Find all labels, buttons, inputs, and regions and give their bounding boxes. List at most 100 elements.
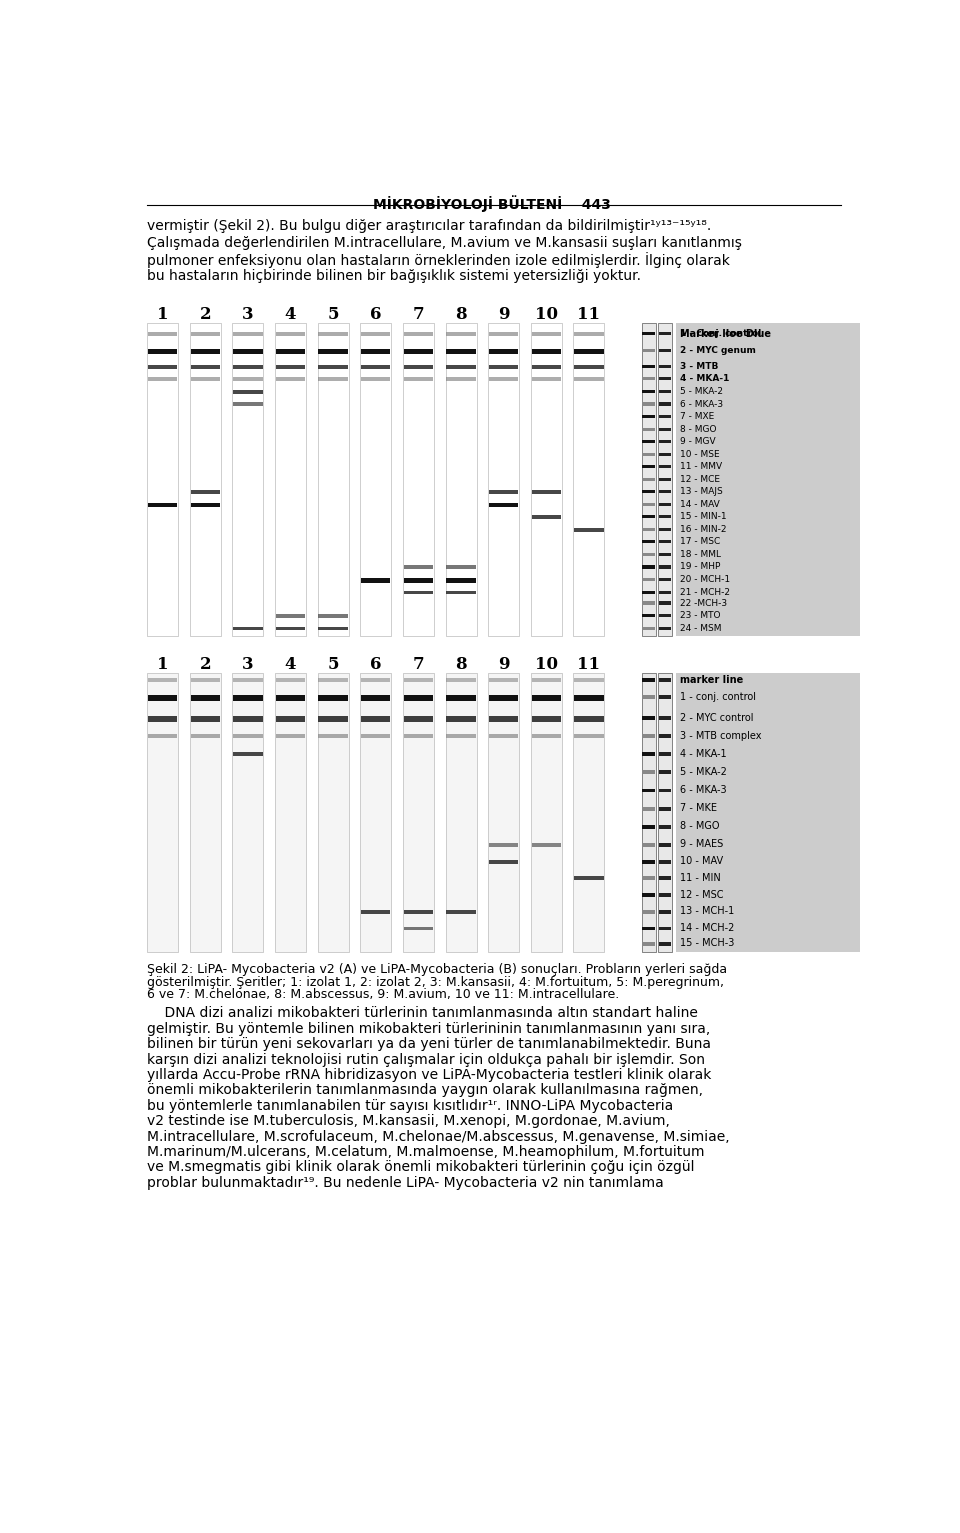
- Bar: [190, 350, 220, 354]
- Bar: [190, 694, 220, 701]
- Text: 21 - MCH-2: 21 - MCH-2: [681, 587, 731, 596]
- Bar: [489, 350, 518, 354]
- Bar: [190, 322, 221, 636]
- Bar: [446, 679, 476, 682]
- Text: 2: 2: [200, 305, 211, 322]
- Bar: [488, 322, 519, 636]
- Bar: [489, 860, 518, 863]
- Bar: [276, 716, 305, 722]
- Bar: [642, 333, 655, 336]
- Bar: [532, 843, 561, 846]
- Bar: [659, 350, 671, 353]
- Bar: [275, 322, 306, 636]
- Bar: [574, 527, 604, 532]
- Bar: [532, 377, 561, 382]
- Text: Şekil 2: LiPA- Mycobacteria v2 (A) ve LiPA-Mycobacteria (B) sonuçları. Probların: Şekil 2: LiPA- Mycobacteria v2 (A) ve Li…: [147, 963, 728, 977]
- Bar: [403, 590, 433, 595]
- Bar: [642, 860, 655, 863]
- Bar: [489, 365, 518, 369]
- Text: 2: 2: [200, 656, 211, 673]
- Bar: [233, 333, 263, 336]
- Bar: [446, 911, 476, 914]
- Bar: [148, 377, 178, 382]
- Text: bu yöntemlerle tanımlanabilen tür sayısı kısıtlıdır¹ʳ. INNO-LiPA Mycobacteria: bu yöntemlerle tanımlanabilen tür sayısı…: [147, 1099, 673, 1113]
- Text: 7: 7: [413, 656, 424, 673]
- Bar: [276, 734, 305, 737]
- Text: 10 - MAV: 10 - MAV: [681, 857, 724, 866]
- Bar: [574, 333, 604, 336]
- Text: 10 - MSE: 10 - MSE: [681, 449, 720, 458]
- Bar: [659, 716, 671, 721]
- Bar: [361, 377, 391, 382]
- Bar: [574, 350, 604, 354]
- Text: 15 - MIN-1: 15 - MIN-1: [681, 512, 727, 521]
- Bar: [659, 515, 671, 518]
- Bar: [233, 753, 263, 756]
- Bar: [147, 673, 179, 952]
- Bar: [642, 806, 655, 811]
- Text: 5 - MKA-2: 5 - MKA-2: [681, 766, 728, 777]
- Bar: [276, 615, 305, 618]
- Text: vermiştir (Şekil 2). Bu bulgu diğer araştırıcılar tarafından da bildirilmiştir¹ʸ: vermiştir (Şekil 2). Bu bulgu diğer araş…: [147, 219, 711, 233]
- Bar: [659, 578, 671, 581]
- Bar: [642, 694, 655, 699]
- Bar: [642, 627, 655, 630]
- Bar: [642, 578, 655, 581]
- Text: 20 - MCH-1: 20 - MCH-1: [681, 575, 731, 584]
- Bar: [489, 734, 518, 737]
- Bar: [361, 365, 391, 369]
- Bar: [642, 716, 655, 721]
- Bar: [233, 734, 263, 737]
- Text: 3: 3: [242, 305, 253, 322]
- Bar: [148, 716, 178, 722]
- Bar: [319, 734, 348, 737]
- Bar: [659, 843, 671, 846]
- Text: Marker IIoe DIue: Marker IIoe DIue: [681, 328, 771, 339]
- Bar: [147, 322, 179, 636]
- Bar: [403, 377, 433, 382]
- Bar: [642, 365, 655, 368]
- Bar: [659, 734, 671, 737]
- Bar: [574, 694, 604, 701]
- Bar: [532, 515, 561, 520]
- Bar: [361, 350, 391, 354]
- Bar: [574, 716, 604, 722]
- Bar: [148, 333, 178, 336]
- Bar: [642, 464, 655, 468]
- Bar: [642, 753, 655, 756]
- Bar: [319, 716, 348, 722]
- Bar: [642, 440, 655, 443]
- Bar: [190, 734, 220, 737]
- Text: 8 - MGO: 8 - MGO: [681, 822, 720, 831]
- Bar: [641, 322, 656, 636]
- Text: Çalışmada değerlendirilen M.intracellulare, M.avium ve M.kansasii suşları kanıtl: Çalışmada değerlendirilen M.intracellula…: [147, 236, 742, 250]
- Bar: [233, 716, 263, 722]
- Text: 13 - MCH-1: 13 - MCH-1: [681, 906, 734, 917]
- Bar: [641, 673, 656, 952]
- Text: bu hastaların hiçbirinde bilinen bir bağışıklık sistemi yetersizliği yoktur.: bu hastaların hiçbirinde bilinen bir bağ…: [147, 270, 641, 284]
- Bar: [148, 365, 178, 369]
- Bar: [446, 377, 476, 382]
- Text: 1 - conj. control: 1 - conj. control: [681, 691, 756, 702]
- Bar: [659, 911, 671, 914]
- Bar: [659, 428, 671, 431]
- Bar: [659, 694, 671, 699]
- Bar: [403, 716, 433, 722]
- Bar: [642, 601, 655, 604]
- Bar: [659, 566, 671, 569]
- Bar: [642, 491, 655, 494]
- Bar: [319, 377, 348, 382]
- Bar: [642, 540, 655, 543]
- Bar: [642, 377, 655, 380]
- Bar: [659, 478, 671, 481]
- Bar: [642, 825, 655, 829]
- Text: 8: 8: [455, 656, 467, 673]
- Text: pulmoner enfeksiyonu olan hastaların örneklerinden izole edilmişlerdir. İlginç o: pulmoner enfeksiyonu olan hastaların örn…: [147, 253, 730, 268]
- Bar: [233, 694, 263, 701]
- Bar: [148, 503, 178, 507]
- Bar: [659, 627, 671, 630]
- Bar: [642, 389, 655, 392]
- Bar: [319, 365, 348, 369]
- Bar: [642, 452, 655, 455]
- Bar: [445, 673, 476, 952]
